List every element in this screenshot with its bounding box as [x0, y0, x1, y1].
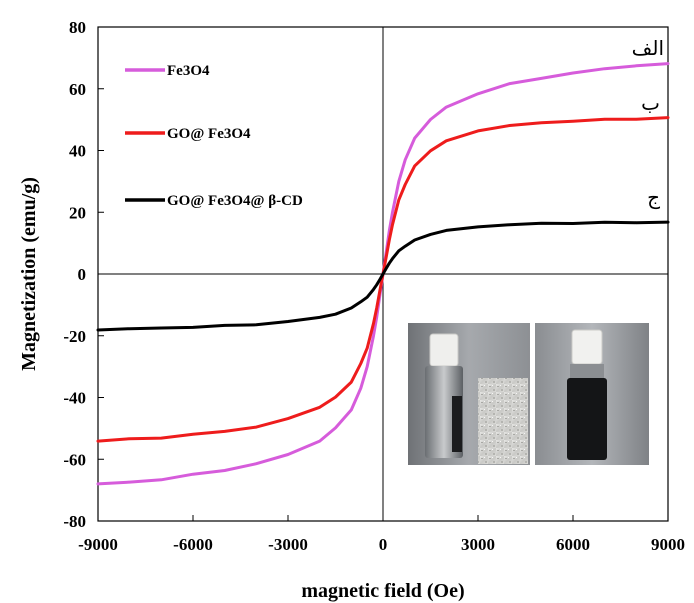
sample-photo-inset	[408, 323, 649, 465]
y-tick-label: 60	[69, 80, 86, 99]
x-tick-label: 0	[379, 535, 388, 554]
x-tick-label: -3000	[268, 535, 308, 554]
y-axis-title: Magnetization (emu/g)	[18, 177, 40, 371]
x-tick-label: 9000	[651, 535, 685, 554]
y-tick-label: -40	[63, 389, 86, 408]
x-tick-label: -6000	[173, 535, 213, 554]
legend-label-1: Fe3O4	[167, 63, 210, 79]
vial-left-cap	[429, 333, 459, 367]
vial-right-neck	[570, 364, 604, 380]
curve-label-2: ب	[641, 91, 660, 115]
y-tick-label: -80	[63, 512, 86, 531]
curve-label-3: ج	[647, 185, 660, 209]
vial-right-body	[567, 378, 607, 460]
series-line-3	[96, 220, 670, 332]
y-tick-label: 40	[69, 142, 86, 161]
y-tick-label: -60	[63, 450, 86, 469]
legend-label-2: GO@ Fe3O4	[167, 126, 251, 142]
y-tick-label: 80	[69, 18, 86, 37]
vial-left-sediment	[452, 396, 462, 452]
magnet-block	[478, 378, 528, 464]
y-tick-label: 0	[78, 265, 87, 284]
x-tick-label: -9000	[78, 535, 118, 554]
x-tick-label: 3000	[461, 535, 495, 554]
curve-label-1: الف	[632, 36, 664, 60]
y-tick-label: -20	[63, 327, 86, 346]
legend-label-3: GO@ Fe3O4@ β-CD	[167, 193, 303, 209]
y-tick-label: 20	[69, 203, 86, 222]
vial-right-cap	[571, 329, 603, 365]
x-axis-title: magnetic field (Oe)	[301, 580, 464, 602]
x-tick-label: 6000	[556, 535, 590, 554]
